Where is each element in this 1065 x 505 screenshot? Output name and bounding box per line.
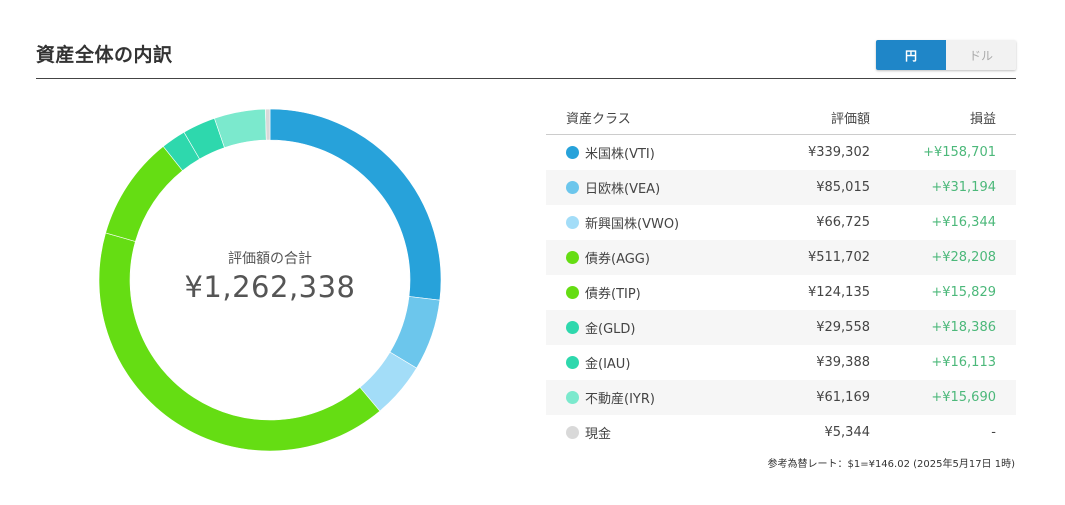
legend-dot-icon: [566, 286, 579, 299]
legend-dot-icon: [566, 426, 579, 439]
donut-slice: [105, 145, 184, 242]
legend-dot-icon: [566, 321, 579, 334]
table-row: 債券(TIP) ¥124,135 +¥15,829: [546, 275, 1016, 310]
currency-toggle: 円 ドル: [876, 40, 1016, 70]
asset-donut-chart: [98, 108, 442, 452]
table-row: 債券(AGG) ¥511,702 +¥28,208: [546, 240, 1016, 275]
asset-profit-loss: +¥18,386: [931, 320, 996, 335]
header-valuation: 評価額: [830, 111, 870, 127]
asset-name: 現金: [585, 427, 612, 442]
asset-valuation: ¥124,135: [807, 285, 870, 300]
table-row: 金(IAU) ¥39,388 +¥16,113: [546, 345, 1016, 380]
asset-valuation: ¥61,169: [816, 390, 870, 405]
asset-valuation: ¥66,725: [816, 215, 870, 230]
asset-valuation: ¥29,558: [816, 320, 870, 335]
asset-name-cell: 新興国株(VWO): [546, 213, 768, 232]
asset-valuation: ¥85,015: [816, 180, 870, 195]
asset-name: 金(IAU): [585, 357, 631, 372]
asset-name: 米国株(VTI): [585, 147, 655, 162]
asset-profit-loss: +¥16,113: [931, 355, 996, 370]
asset-name-cell: 債券(AGG): [546, 248, 768, 267]
legend-dot-icon: [566, 391, 579, 404]
asset-name-cell: 米国株(VTI): [546, 143, 768, 162]
table-row: 日欧株(VEA) ¥85,015 +¥31,194: [546, 170, 1016, 205]
header-profit-loss: 損益: [969, 111, 996, 127]
asset-table: 資産クラス 評価額 損益 米国株(VTI) ¥339,302 +¥158,701 日欧…: [546, 100, 1016, 450]
title-divider: [36, 78, 1016, 79]
asset-profit-loss: +¥15,690: [931, 390, 996, 405]
legend-dot-icon: [566, 146, 579, 159]
table-row: 米国株(VTI) ¥339,302 +¥158,701: [546, 135, 1016, 170]
table-body: 米国株(VTI) ¥339,302 +¥158,701 日欧株(VEA) ¥85,015…: [546, 135, 1016, 450]
legend-dot-icon: [566, 216, 579, 229]
table-row: 金(GLD) ¥29,558 +¥18,386: [546, 310, 1016, 345]
asset-name: 債券(TIP): [585, 287, 641, 302]
currency-dollar-button[interactable]: ドル: [946, 40, 1016, 70]
asset-profit-loss: +¥28,208: [931, 250, 996, 265]
legend-dot-icon: [566, 251, 579, 264]
donut-center-label: 評価額の合計: [228, 251, 312, 267]
table-row: 現金 ¥5,344 -: [546, 415, 1016, 450]
donut-slice: [265, 108, 271, 141]
asset-name-cell: 不動産(IYR): [546, 388, 768, 407]
asset-name: 債券(AGG): [585, 252, 650, 267]
currency-yen-button[interactable]: 円: [876, 40, 946, 70]
asset-name: 日欧株(VEA): [585, 182, 661, 197]
asset-name-cell: 債券(TIP): [546, 283, 768, 302]
asset-name: 新興国株(VWO): [585, 217, 680, 232]
asset-valuation: ¥511,702: [807, 250, 870, 265]
asset-name: 金(GLD): [585, 322, 636, 337]
donut-slice: [214, 108, 267, 148]
donut-center-total: ¥1,262,338: [184, 270, 356, 304]
section-title: 資産全体の内訳: [36, 44, 173, 66]
header-asset-class: 資産クラス: [566, 111, 631, 127]
table-header: 資産クラス 評価額 損益: [546, 100, 1016, 135]
asset-name-cell: 日欧株(VEA): [546, 178, 768, 197]
asset-profit-loss: +¥15,829: [931, 285, 996, 300]
table-row: 新興国株(VWO) ¥66,725 +¥16,344: [546, 205, 1016, 240]
asset-valuation: ¥39,388: [816, 355, 870, 370]
asset-name-cell: 金(IAU): [546, 353, 768, 372]
asset-name-cell: 現金: [546, 423, 768, 442]
asset-valuation: ¥5,344: [824, 425, 871, 440]
legend-dot-icon: [566, 181, 579, 194]
asset-name: 不動産(IYR): [585, 392, 655, 407]
table-row: 不動産(IYR) ¥61,169 +¥15,690: [546, 380, 1016, 415]
exchange-rate-note: 参考為替レート：$1=¥146.02 (2025年5月17日 1時): [767, 459, 1015, 470]
asset-profit-loss: +¥158,701: [923, 145, 996, 160]
asset-profit-loss: +¥16,344: [931, 215, 996, 230]
legend-dot-icon: [566, 356, 579, 369]
asset-profit-loss: +¥31,194: [931, 180, 996, 195]
asset-profit-loss: -: [991, 425, 996, 440]
asset-name-cell: 金(GLD): [546, 318, 768, 337]
asset-valuation: ¥339,302: [807, 145, 870, 160]
